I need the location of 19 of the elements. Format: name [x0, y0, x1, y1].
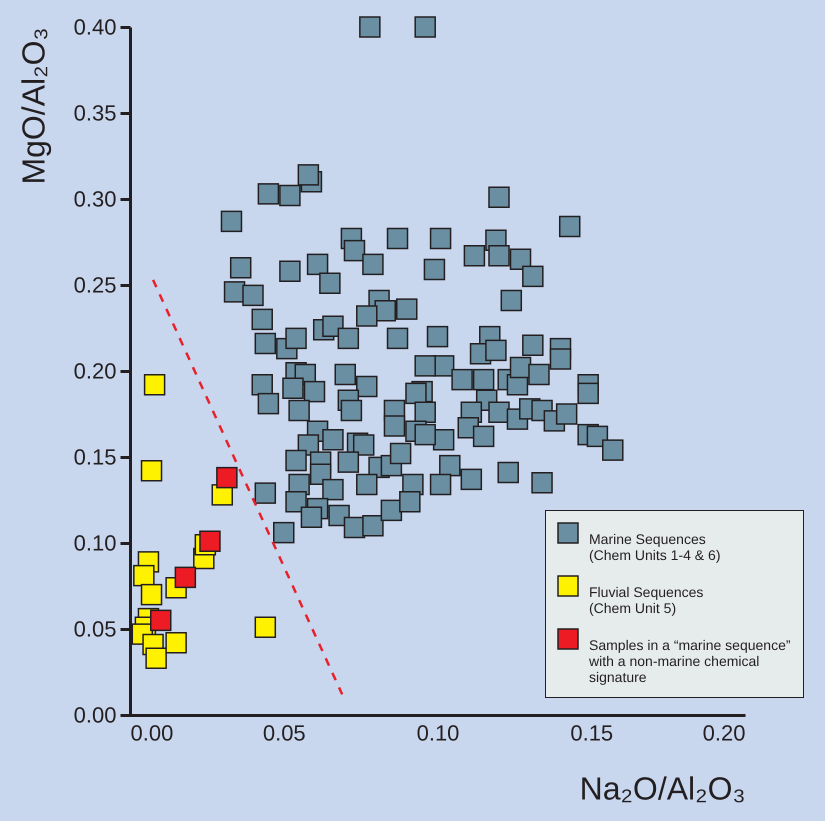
- x-tick-label: 0.00: [130, 720, 174, 746]
- y-tick-label: 0.35: [74, 100, 116, 126]
- legend-label: Samples in a “marine sequence” with a non-marine chemical signature: [588, 637, 791, 685]
- x-axis-title: Na₂O/Al₂O₃: [580, 770, 746, 806]
- legend-label: Fluvial Sequences (Chem Unit 5): [589, 584, 704, 616]
- y-tick-label: 0.30: [74, 186, 116, 212]
- x-tick-label: 0.10: [416, 720, 460, 746]
- y-tick-label: 0.10: [74, 530, 116, 556]
- y-tick-label: 0.25: [74, 272, 116, 298]
- y-tick-label: 0.05: [74, 616, 116, 642]
- y-tick-label: 0.00: [74, 702, 116, 728]
- y-axis-title: MgO/Al₂O₃: [16, 28, 52, 185]
- x-tick-label: 0.05: [262, 720, 306, 746]
- x-tick-label: 0.20: [702, 720, 746, 746]
- y-tick-label: 0.20: [74, 358, 116, 384]
- legend-label: Marine Sequences (Chem Units 1-4 & 6): [589, 531, 720, 563]
- x-tick-label: 0.15: [570, 720, 614, 746]
- y-tick-label: 0.15: [74, 444, 116, 470]
- y-tick-label: 0.40: [74, 14, 116, 40]
